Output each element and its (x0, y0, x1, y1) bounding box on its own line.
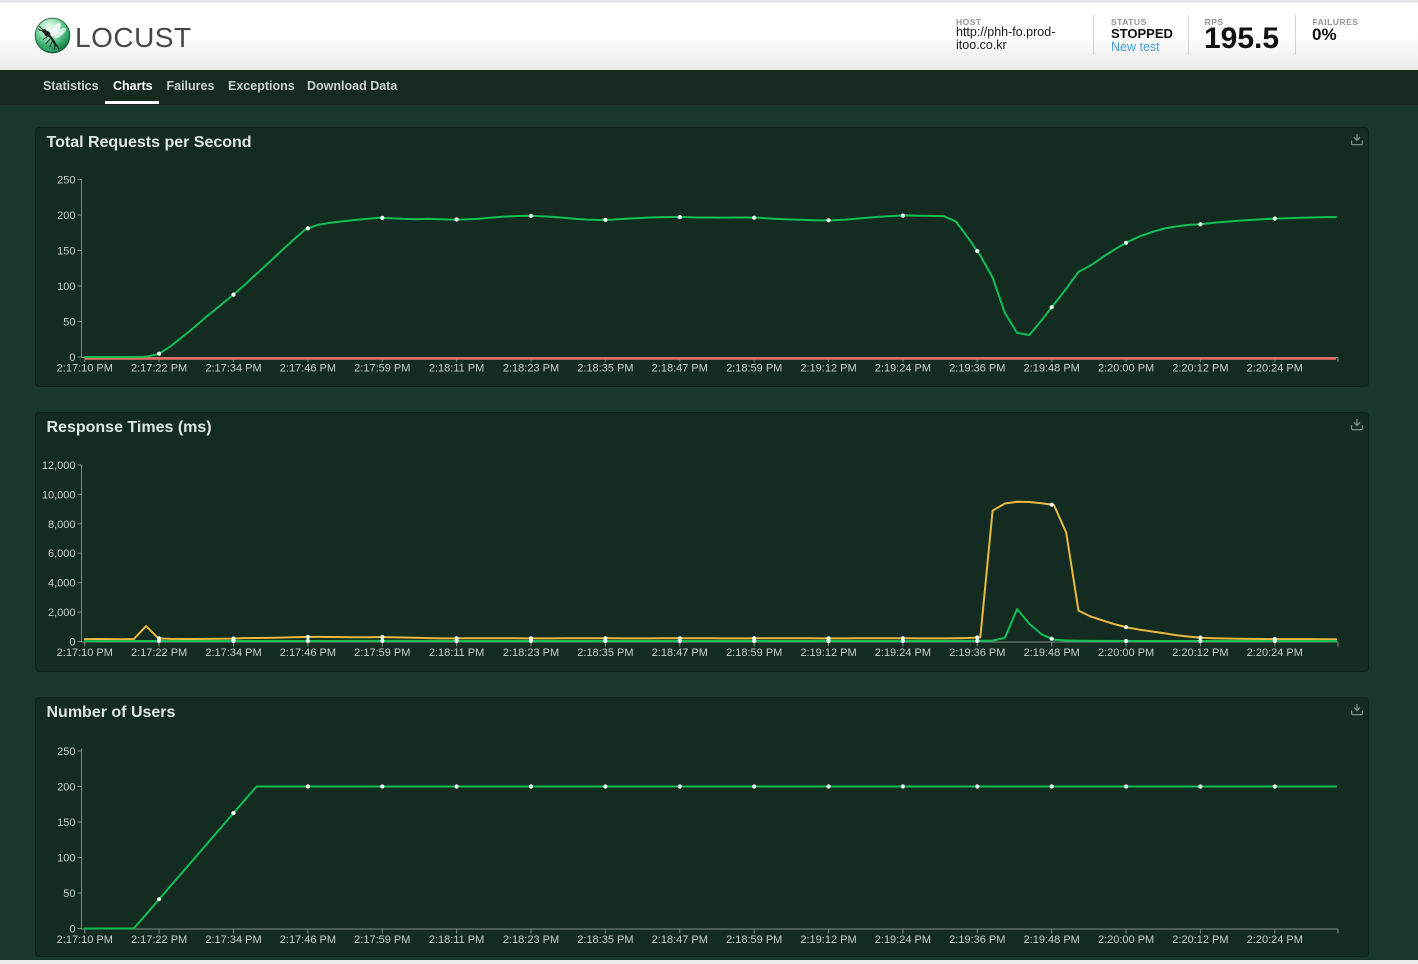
svg-text:8,000: 8,000 (48, 519, 76, 531)
svg-text:2:17:34 PM: 2:17:34 PM (205, 647, 261, 659)
svg-text:2:20:12 PM: 2:20:12 PM (1172, 363, 1228, 375)
svg-text:2:18:59 PM: 2:18:59 PM (726, 363, 782, 375)
svg-text:2:19:12 PM: 2:19:12 PM (800, 363, 856, 375)
svg-text:12,000: 12,000 (42, 460, 76, 472)
svg-text:2:17:46 PM: 2:17:46 PM (280, 934, 336, 946)
svg-text:2:18:11 PM: 2:18:11 PM (429, 934, 484, 946)
svg-text:2:20:12 PM: 2:20:12 PM (1172, 934, 1228, 946)
svg-text:2:18:35 PM: 2:18:35 PM (577, 647, 633, 659)
svg-text:4,000: 4,000 (48, 578, 76, 590)
svg-text:2:17:34 PM: 2:17:34 PM (205, 934, 261, 946)
svg-text:2:18:47 PM: 2:18:47 PM (652, 647, 708, 659)
svg-text:2:18:35 PM: 2:18:35 PM (577, 934, 633, 946)
svg-text:6,000: 6,000 (48, 548, 76, 560)
svg-text:2:17:22 PM: 2:17:22 PM (131, 934, 187, 946)
svg-text:100: 100 (57, 281, 75, 293)
svg-text:2:18:59 PM: 2:18:59 PM (726, 647, 782, 659)
svg-text:2:18:59 PM: 2:18:59 PM (726, 934, 782, 946)
svg-text:2:17:10 PM: 2:17:10 PM (57, 363, 113, 375)
svg-text:0: 0 (69, 352, 75, 364)
svg-text:2:19:36 PM: 2:19:36 PM (949, 363, 1005, 375)
svg-text:2:18:11 PM: 2:18:11 PM (429, 647, 484, 659)
svg-text:2:18:23 PM: 2:18:23 PM (503, 363, 559, 375)
svg-text:2:18:35 PM: 2:18:35 PM (577, 363, 633, 375)
svg-text:100: 100 (57, 853, 75, 865)
svg-text:2:19:48 PM: 2:19:48 PM (1024, 647, 1080, 659)
svg-text:2:18:11 PM: 2:18:11 PM (429, 363, 484, 375)
svg-text:250: 250 (57, 175, 75, 187)
svg-text:2:17:59 PM: 2:17:59 PM (354, 934, 410, 946)
svg-text:50: 50 (63, 888, 75, 900)
svg-text:2:19:48 PM: 2:19:48 PM (1024, 934, 1080, 946)
svg-text:2:18:47 PM: 2:18:47 PM (652, 934, 708, 946)
svg-text:2:20:24 PM: 2:20:24 PM (1247, 363, 1303, 375)
svg-text:2:20:00 PM: 2:20:00 PM (1098, 934, 1154, 946)
svg-text:2:17:10 PM: 2:17:10 PM (57, 647, 113, 659)
svg-text:200: 200 (57, 782, 75, 794)
svg-text:2:20:12 PM: 2:20:12 PM (1172, 647, 1228, 659)
svg-text:250: 250 (57, 746, 75, 758)
svg-text:2:19:36 PM: 2:19:36 PM (949, 934, 1005, 946)
svg-text:2:19:12 PM: 2:19:12 PM (800, 934, 856, 946)
svg-text:2:18:23 PM: 2:18:23 PM (503, 647, 559, 659)
svg-text:2:19:24 PM: 2:19:24 PM (875, 647, 931, 659)
svg-text:2:19:24 PM: 2:19:24 PM (875, 363, 931, 375)
svg-text:2:20:00 PM: 2:20:00 PM (1098, 647, 1154, 659)
svg-text:2,000: 2,000 (48, 607, 76, 619)
svg-text:0: 0 (69, 924, 75, 936)
svg-text:2:17:22 PM: 2:17:22 PM (131, 647, 187, 659)
svg-text:0: 0 (69, 637, 75, 649)
svg-text:150: 150 (57, 817, 75, 829)
svg-text:2:19:12 PM: 2:19:12 PM (800, 647, 856, 659)
svg-text:2:20:24 PM: 2:20:24 PM (1247, 934, 1303, 946)
svg-text:2:20:24 PM: 2:20:24 PM (1247, 647, 1303, 659)
svg-text:150: 150 (57, 246, 75, 258)
svg-text:2:19:36 PM: 2:19:36 PM (949, 647, 1005, 659)
svg-text:2:17:46 PM: 2:17:46 PM (280, 363, 336, 375)
svg-text:2:17:34 PM: 2:17:34 PM (205, 363, 261, 375)
svg-text:2:17:22 PM: 2:17:22 PM (131, 363, 187, 375)
svg-text:2:20:00 PM: 2:20:00 PM (1098, 363, 1154, 375)
svg-text:2:17:59 PM: 2:17:59 PM (354, 363, 410, 375)
svg-text:2:18:47 PM: 2:18:47 PM (652, 363, 708, 375)
svg-text:50: 50 (63, 317, 75, 329)
svg-text:2:18:23 PM: 2:18:23 PM (503, 934, 559, 946)
svg-text:10,000: 10,000 (42, 489, 76, 501)
svg-text:2:17:46 PM: 2:17:46 PM (280, 647, 336, 659)
svg-text:2:17:10 PM: 2:17:10 PM (57, 934, 113, 946)
svg-text:2:19:24 PM: 2:19:24 PM (875, 934, 931, 946)
svg-text:200: 200 (57, 210, 75, 222)
svg-text:2:19:48 PM: 2:19:48 PM (1024, 363, 1080, 375)
svg-text:2:17:59 PM: 2:17:59 PM (354, 647, 410, 659)
